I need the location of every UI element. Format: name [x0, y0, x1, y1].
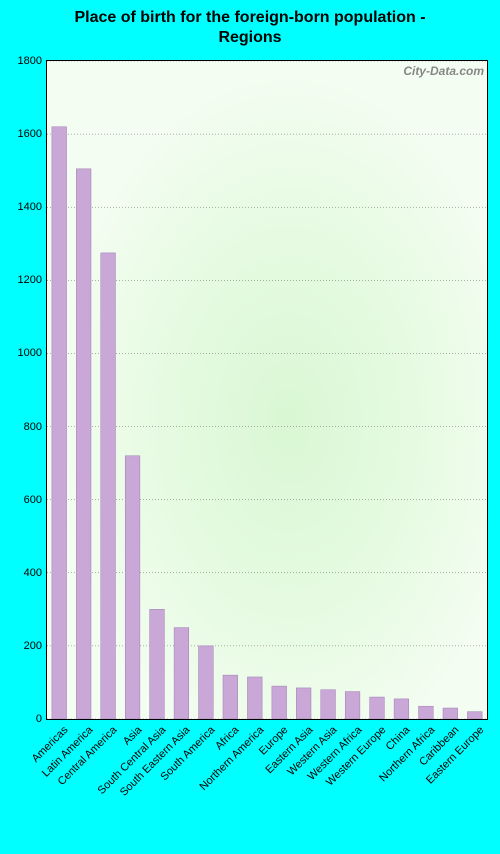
ytick-label: 1400 — [2, 201, 42, 213]
bar — [394, 699, 409, 719]
bar — [150, 609, 165, 719]
ytick-label: 400 — [2, 567, 42, 579]
bar — [223, 675, 238, 719]
ytick-label: 1600 — [2, 128, 42, 140]
bar — [345, 692, 360, 719]
bar — [370, 697, 385, 719]
bar — [419, 706, 434, 719]
bar — [443, 708, 458, 719]
bar — [125, 456, 140, 719]
ytick-label: 0 — [2, 713, 42, 725]
bar — [199, 646, 214, 719]
bar — [247, 677, 262, 719]
chart-title-line2: Regions — [218, 29, 281, 46]
bar — [467, 712, 482, 719]
bar — [101, 253, 116, 719]
ytick-label: 800 — [2, 421, 42, 433]
ytick-label: 600 — [2, 494, 42, 506]
watermark-text: City-Data.com — [403, 64, 484, 78]
bar-chart-svg — [47, 61, 487, 719]
bar — [52, 127, 67, 719]
bar — [272, 686, 287, 719]
bar — [321, 690, 336, 719]
bar — [174, 628, 189, 719]
ytick-label: 1200 — [2, 274, 42, 286]
ytick-label: 200 — [2, 640, 42, 652]
chart-title-line1: Place of birth for the foreign-born popu… — [74, 9, 425, 26]
bar — [76, 169, 91, 719]
ytick-label: 1000 — [2, 347, 42, 359]
bar — [296, 688, 311, 719]
plot-area — [46, 60, 488, 720]
ytick-label: 1800 — [2, 55, 42, 67]
